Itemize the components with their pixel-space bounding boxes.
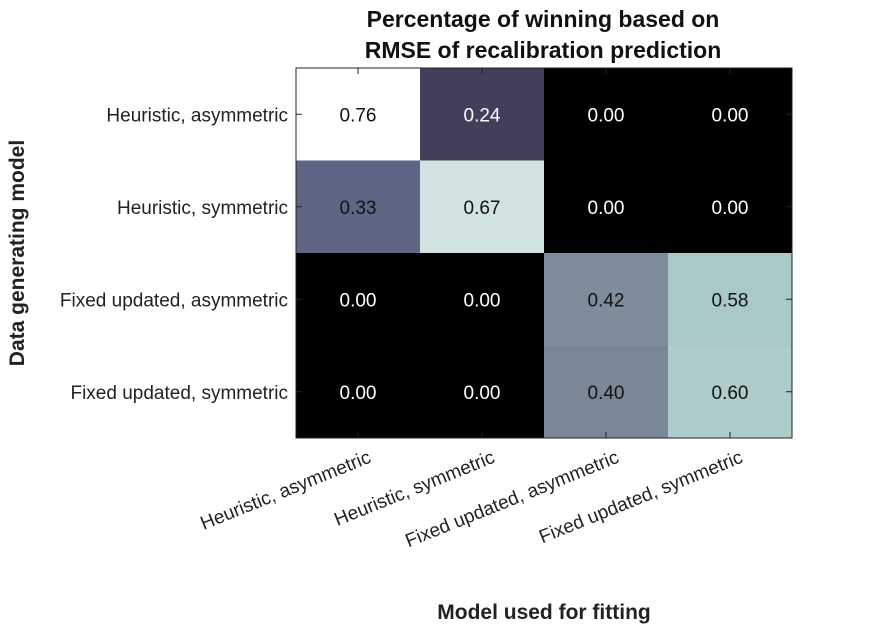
heatmap-cells: 0.76 0.24 0.00 0.00 0.33 0.67 0.00 0.00 0.00 0.00… (296, 68, 793, 439)
heatmap-cell (544, 160, 669, 254)
cell-value-label: 0.67 (464, 198, 501, 219)
cell-value-label: 0.24 (464, 105, 501, 126)
cell-value-label: 0.40 (588, 383, 625, 404)
axis-ticks (296, 68, 792, 438)
heatmap-cell (420, 345, 545, 439)
heatmap-cell (296, 345, 421, 439)
x-tick-label: Fixed updated, symmetric (536, 447, 746, 548)
chart-title-line-1: Percentage of winning based on (367, 6, 720, 32)
x-axis-label: Model used for fitting (437, 601, 650, 624)
chart-title-line-2: RMSE of recalibration prediction (365, 37, 722, 63)
heatmap-cell (296, 160, 421, 254)
heatmap-cell (668, 345, 793, 439)
heatmap-cell (420, 68, 545, 161)
cell-value-label: 0.33 (340, 198, 377, 219)
cell-value-label: 0.00 (712, 105, 749, 126)
y-tick-labels: Heuristic, asymmetric Heuristic, symmetri… (60, 105, 288, 404)
heatmap-cell (420, 253, 545, 346)
heatmap-cell (296, 68, 421, 161)
heatmap-cell (420, 160, 545, 254)
x-tick-label: Fixed updated, asymmetric (403, 447, 622, 552)
cell-value-label: 0.00 (588, 198, 625, 219)
cell-value-label: 0.42 (588, 290, 625, 311)
y-axis-label: Data generating model (6, 140, 29, 366)
cell-value-label: 0.00 (588, 105, 625, 126)
plot-frame (295, 67, 793, 439)
heatmap-cell (544, 253, 669, 346)
cell-value-label: 0.00 (340, 383, 377, 404)
cell-value-label: 0.76 (340, 105, 377, 126)
cell-value-label: 0.00 (464, 290, 501, 311)
cell-value-label: 0.60 (712, 383, 749, 404)
heatmap-cell (296, 253, 421, 346)
heatmap-cell (544, 345, 669, 439)
cell-value-label: 0.00 (712, 198, 749, 219)
y-tick-label: Fixed updated, symmetric (70, 383, 288, 404)
heatmap-cell (668, 68, 793, 161)
y-tick-label: Fixed updated, asymmetric (60, 290, 288, 311)
cell-value-label: 0.58 (712, 290, 749, 311)
y-tick-label: Heuristic, symmetric (117, 198, 288, 219)
heatmap-cell (668, 160, 793, 254)
heatmap-cell (668, 253, 793, 346)
cell-value-label: 0.00 (464, 383, 501, 404)
cell-value-label: 0.00 (340, 290, 377, 311)
heatmap-cell (544, 68, 669, 161)
y-tick-label: Heuristic, asymmetric (106, 105, 288, 126)
